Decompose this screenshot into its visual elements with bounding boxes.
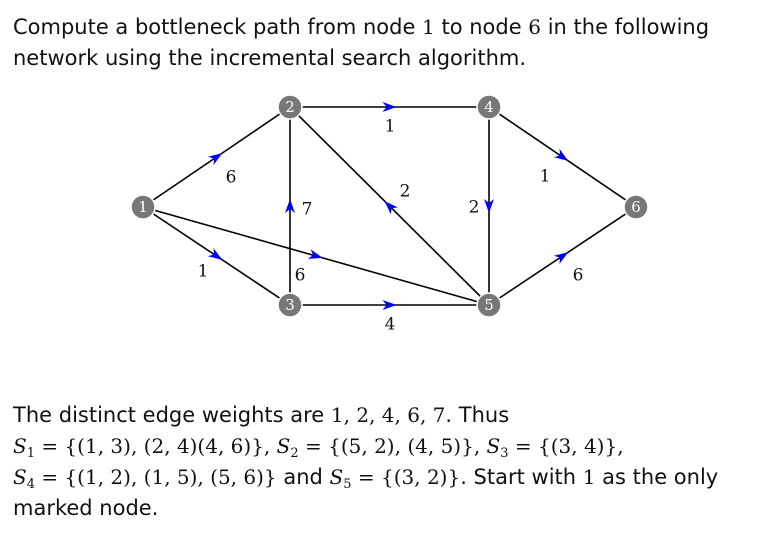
node-label: 6 <box>631 198 641 216</box>
edge-arrow-4-6 <box>553 148 569 161</box>
node-3: 3 <box>277 292 303 318</box>
analysis-part: . Start with <box>460 465 583 489</box>
extra-weight-label: 6 <box>295 266 306 286</box>
weight-label-3-2: 7 <box>302 200 313 220</box>
analysis-text: The distinct edge weights are 1, 2, 4, 6… <box>13 400 763 524</box>
node-circle <box>476 94 502 120</box>
analysis-part: marked node. <box>13 496 159 520</box>
node-circle <box>277 94 303 120</box>
node-4: 4 <box>476 94 502 120</box>
edge-arrow-1-2 <box>207 153 223 166</box>
node-label: 1 <box>138 198 148 216</box>
edge-arrow-3-2 <box>285 199 295 213</box>
node-1: 1 <box>130 194 156 220</box>
weight-label-4-6: 1 <box>540 167 551 187</box>
node-label: 4 <box>484 98 494 116</box>
node-circle <box>130 194 156 220</box>
target-node-number: 6 <box>528 15 542 39</box>
weight-label-4-5: 2 <box>469 198 480 218</box>
network-diagram: 6 1 7 4 1 2 2 1 6 6 1 2 3 4 5 6 <box>130 94 649 335</box>
question-part: to node <box>434 15 529 39</box>
source-node-number: 1 <box>422 15 435 39</box>
edge-arrow-5-6 <box>553 252 569 265</box>
weight-label-1-2: 6 <box>226 168 237 188</box>
weight-label-1-3: 1 <box>198 262 209 282</box>
weight-label-2-4: 1 <box>385 117 396 137</box>
weight-labels-layer: 6 1 7 4 1 2 2 1 6 6 <box>198 117 584 335</box>
node-5: 5 <box>476 292 502 318</box>
node-6: 6 <box>623 194 649 220</box>
edge-arrow-5-2 <box>384 201 398 215</box>
node-2: 2 <box>277 94 303 120</box>
node-label: 2 <box>285 98 295 116</box>
weights-list: 1, 2, 4, 6, 7 <box>330 403 446 427</box>
analysis-part: and <box>276 465 330 489</box>
set-s5: S5 = {(3, 2)} <box>329 465 461 492</box>
node-label: 3 <box>285 296 295 314</box>
edge-arrow-4-5 <box>484 199 494 213</box>
question-part: Compute a bottleneck path from node <box>13 15 423 39</box>
edge-arrow-2-4 <box>382 102 397 112</box>
analysis-part: The distinct edge weights are <box>13 403 331 427</box>
edge-arrow-1-5 <box>307 249 323 259</box>
set-s2: S2 = {(5, 2), (4, 5)}, <box>276 434 487 461</box>
question-part: in the following <box>541 15 710 39</box>
node-label: 5 <box>484 296 494 314</box>
start-node-number: 1 <box>582 465 596 489</box>
analysis-part: . Thus <box>445 403 510 427</box>
weight-label-5-2: 2 <box>400 182 411 202</box>
node-circle <box>623 194 649 220</box>
set-s1: S1 = {(1, 3), (2, 4)(4, 6)}, <box>13 434 277 461</box>
weight-label-3-5: 4 <box>385 315 396 335</box>
nodes-layer: 1 2 3 4 5 6 <box>130 94 649 318</box>
set-s3: S3 = {(3, 4)}, <box>486 434 624 461</box>
edge-arrow-1-3 <box>207 247 223 260</box>
weight-label-5-6: 6 <box>573 266 584 286</box>
node-circle <box>277 292 303 318</box>
edge-arrow-3-5 <box>382 300 397 310</box>
analysis-part: as the only <box>595 465 719 489</box>
question-part: network using the incremental search alg… <box>13 46 527 70</box>
arrows-layer <box>207 102 569 310</box>
set-s4: S4 = {(1, 2), (1, 5), (5, 6)} <box>13 465 277 492</box>
node-circle <box>476 292 502 318</box>
question-text: Compute a bottleneck path from node 1 to… <box>13 12 753 74</box>
